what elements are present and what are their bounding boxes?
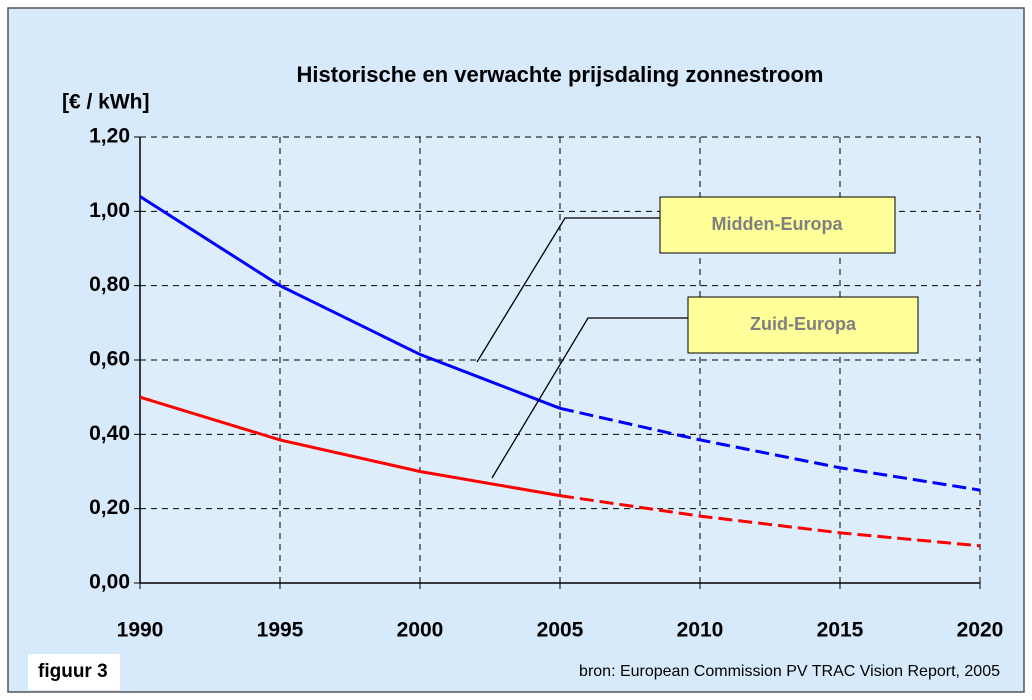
figure-label: figuur 3 — [38, 661, 108, 682]
y-tick-label: 0,80 — [89, 273, 130, 296]
y-tick-label: 0,60 — [89, 348, 130, 371]
leader-line — [491, 317, 688, 479]
y-tick-label: 1,20 — [89, 125, 130, 148]
x-tick-label: 2010 — [677, 619, 724, 642]
legend-box — [687, 296, 919, 354]
chart-title: Historische en verwachte prijsdaling zon… — [297, 62, 824, 87]
series-line — [559, 494, 981, 548]
legend-box — [659, 196, 896, 254]
marks: 0,00 0,20 0,40 0,60 0,80 1,00 1,20 1990 1995 2000… — [89, 125, 1003, 642]
series-line — [559, 406, 981, 492]
y-tick-label: 1,00 — [89, 199, 130, 222]
x-tick-label: 2000 — [397, 619, 444, 642]
y-tick-label: 0,20 — [89, 496, 130, 519]
figure-label-box — [28, 654, 120, 690]
y-tick-label: 0,00 — [89, 571, 130, 594]
leader-line — [476, 217, 660, 363]
series-line — [139, 395, 561, 498]
x-tick-label: 1990 — [117, 619, 164, 642]
y-axis-label: [€ / kWh] — [62, 91, 150, 114]
series-line — [139, 195, 561, 410]
x-tick-label: 2020 — [957, 619, 1004, 642]
x-tick-label: 2015 — [817, 619, 864, 642]
legend-label: Midden-Europa — [712, 214, 844, 234]
source-note: bron: European Commission PV TRAC Vision… — [579, 663, 1000, 680]
x-tick-label: 2005 — [537, 619, 584, 642]
x-tick-label: 1995 — [257, 619, 304, 642]
y-tick-label: 0,40 — [89, 422, 130, 445]
legend-label: Zuid-Europa — [750, 314, 857, 334]
